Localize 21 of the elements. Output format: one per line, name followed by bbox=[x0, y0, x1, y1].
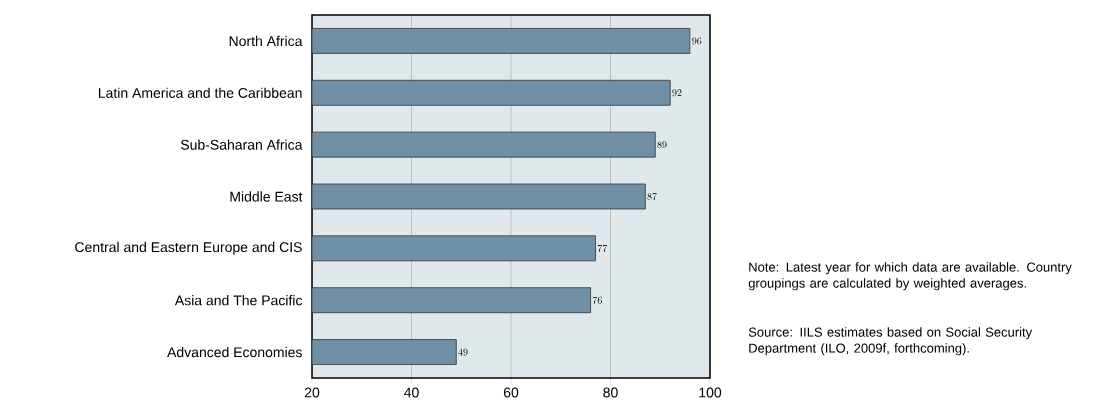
y-tick-label: North Africa bbox=[229, 35, 303, 47]
y-tick-label: Advanced Economies bbox=[167, 346, 302, 358]
data-label: 92 bbox=[672, 89, 682, 97]
x-tick-label: 20 bbox=[304, 387, 320, 398]
data-label: 89 bbox=[657, 141, 667, 149]
y-tick-label: Middle East bbox=[230, 191, 303, 202]
y-tick-label: Sub-Saharan Africa bbox=[180, 139, 303, 150]
y-tick-label: Central and Eastern Europe and CIS bbox=[75, 241, 302, 255]
data-label: 49 bbox=[458, 348, 468, 356]
x-tick-label: 80 bbox=[603, 387, 618, 398]
data-label: 87 bbox=[647, 192, 657, 200]
x-tick-label: 40 bbox=[404, 387, 419, 398]
text: Note: Latest year for which data are available. Country groupings are calculated by weighted averages. bbox=[748, 262, 1072, 291]
y-tick-label: Asia and The Pacific bbox=[174, 295, 303, 306]
x-tick-label: 100 bbox=[699, 387, 722, 398]
source-note: Source: IILS estimates based on Social Security Department (ILO, 2009f, forthcoming). bbox=[748, 327, 1033, 356]
data-label: 96 bbox=[692, 37, 702, 45]
data-label: 76 bbox=[592, 296, 602, 304]
x-tick-label: 60 bbox=[503, 387, 519, 398]
y-tick-label: Latin America and the Caribbean bbox=[98, 87, 302, 98]
data-label: 77 bbox=[597, 244, 608, 252]
